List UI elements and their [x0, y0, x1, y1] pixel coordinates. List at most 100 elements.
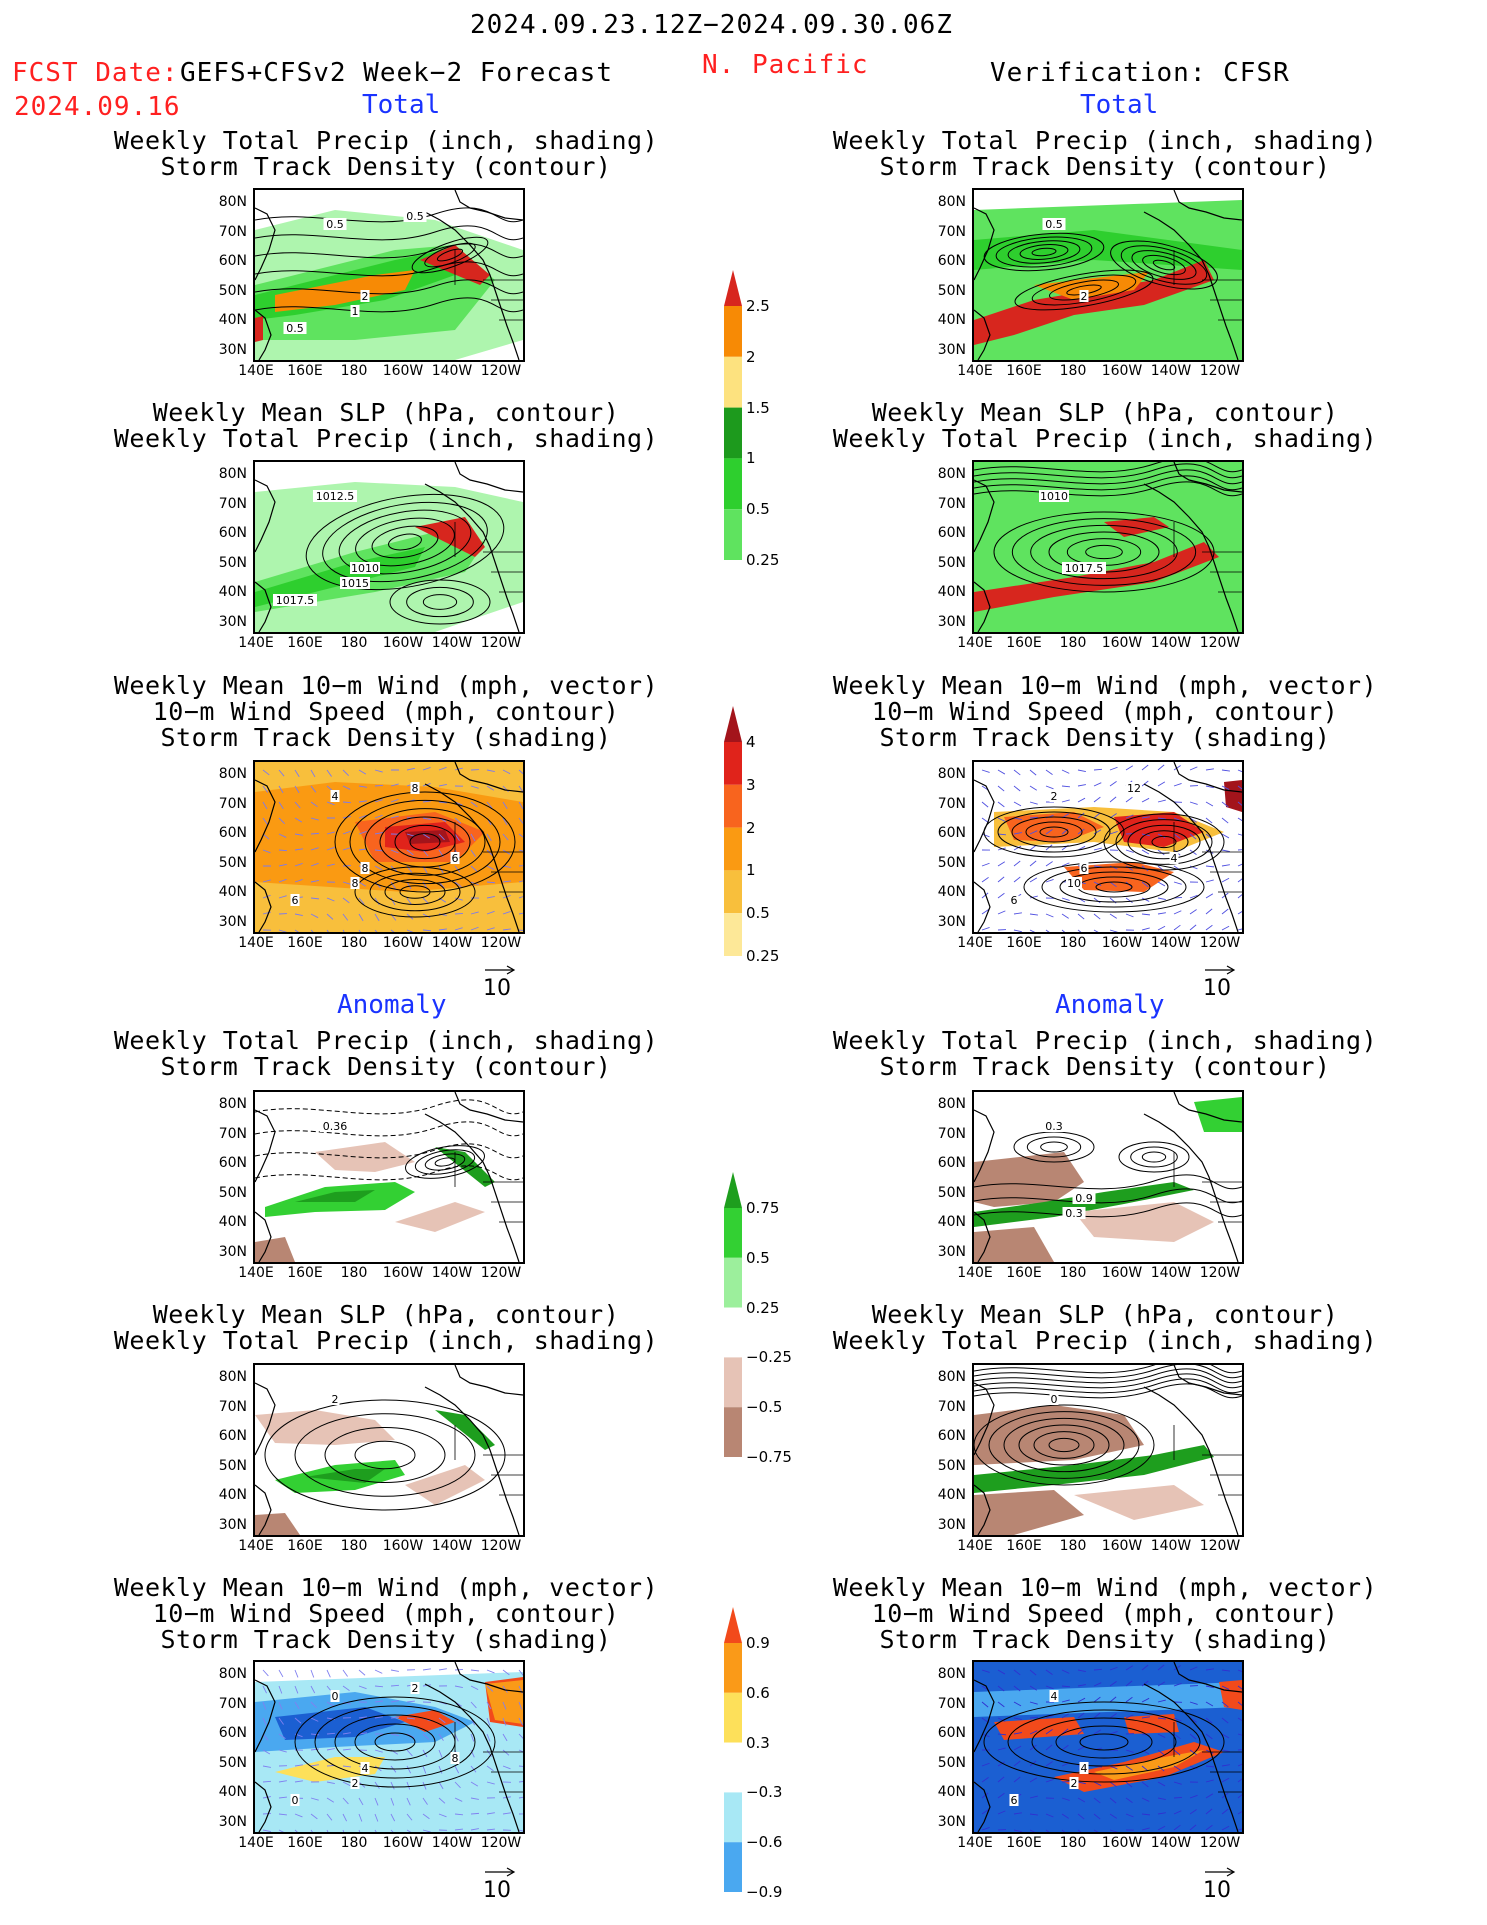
wind-vector — [326, 1797, 335, 1803]
wind-vector — [310, 880, 319, 883]
x-tick-label: 160E — [287, 1835, 323, 1851]
wind-vector — [454, 1685, 463, 1689]
wind-vector — [278, 1669, 284, 1678]
contour-label: 0.5 — [326, 218, 344, 231]
wind-vector — [422, 800, 431, 803]
x-tick-label: 140W — [431, 1835, 473, 1851]
contour-line — [1030, 524, 1178, 580]
wind-vector — [358, 1669, 366, 1676]
wind-vector — [1141, 1716, 1150, 1719]
wind-vector — [1221, 1764, 1230, 1767]
storm-anom-strong-neg — [275, 1707, 405, 1740]
wind-vector — [1045, 785, 1054, 790]
wind-vector — [1013, 876, 1021, 883]
wind-vector — [342, 1797, 349, 1805]
wind-vector — [1093, 829, 1102, 835]
x-tick-label: 160W — [382, 935, 424, 951]
wind-vector — [342, 881, 351, 885]
contour-line — [384, 879, 446, 905]
x-tick-label: 180 — [1059, 363, 1087, 379]
wind-vector — [1061, 913, 1069, 919]
x-tick-label: 140W — [1150, 1538, 1192, 1554]
wind-vector — [422, 1829, 431, 1832]
y-tick-label: 80N — [937, 194, 966, 210]
contour-line — [1120, 245, 1208, 285]
wind-vector — [262, 801, 268, 810]
wind-vector — [1189, 1666, 1198, 1671]
wind-vector — [438, 928, 447, 931]
wind-vector — [1221, 1825, 1230, 1831]
wind-vector — [294, 879, 303, 883]
wind-vector — [438, 1668, 447, 1671]
contour-line — [974, 1365, 1242, 1379]
y-tick-label: 60N — [218, 525, 247, 541]
wind-vector — [1141, 1749, 1150, 1755]
wind-vector — [1125, 1680, 1133, 1687]
x-tick-label: 140W — [431, 635, 473, 651]
x-tick-label: 160E — [287, 935, 323, 951]
wind-vector — [1125, 1696, 1133, 1703]
contour-label: 1 — [352, 305, 359, 318]
wind-vector — [406, 929, 414, 932]
x-tick-label: 140W — [431, 363, 473, 379]
y-tick-label: 30N — [937, 613, 966, 630]
x-tick-label: 160E — [1006, 635, 1042, 651]
wind-vector — [997, 1717, 1006, 1722]
wind-vector — [1157, 1717, 1166, 1720]
colorbar-segment — [724, 1257, 742, 1308]
precip-anom-neg-strong — [974, 1152, 1084, 1207]
precip-anom-pos-strong — [974, 1182, 1194, 1227]
vector-reference: 10 — [483, 964, 517, 1001]
x-tick-label: 140E — [238, 1265, 274, 1281]
contour-line — [322, 501, 488, 583]
wind-vector — [278, 895, 287, 899]
wind-vector — [1125, 897, 1133, 904]
wind-vector — [470, 1669, 479, 1672]
wind-vector — [1061, 1797, 1070, 1801]
x-tick-label: 160E — [1006, 1538, 1042, 1554]
wind-vector — [981, 877, 989, 883]
contour-label: 0.3 — [1065, 1207, 1083, 1220]
wind-vector — [1045, 1729, 1053, 1735]
panel-title-precip-storm-anom-fcst: Weekly Total Precip (inch, shading) Storm… — [113, 1026, 659, 1081]
y-tick-label: 40N — [937, 584, 966, 600]
wind-vector — [1173, 783, 1182, 787]
contour-line — [974, 1383, 1242, 1399]
colorbar-segment — [724, 1607, 742, 1643]
wind-vector — [390, 798, 399, 803]
colorbar-segment — [724, 706, 742, 742]
y-tick-label: 40N — [218, 1214, 247, 1230]
wind-vector — [390, 1684, 400, 1687]
wind-vector — [502, 1749, 510, 1756]
wind-vector — [518, 912, 523, 915]
wind-vector — [278, 833, 287, 838]
wind-vector — [454, 817, 462, 824]
wind-vector — [1093, 1668, 1103, 1671]
colorbar-label: 0.25 — [746, 1298, 780, 1317]
wind-vector — [1237, 785, 1242, 790]
panel-title-wind-storm-total-obs: Weekly Mean 10−m Wind (mph, vector) 10−m … — [832, 671, 1378, 752]
precip-2_5in — [415, 517, 485, 557]
wind-vector — [1237, 1763, 1242, 1767]
wind-vector — [326, 769, 332, 777]
y-tick-label: 30N — [218, 1516, 247, 1533]
y-tick-label: 40N — [937, 884, 966, 900]
wind-vector — [1141, 797, 1150, 803]
wind-vector — [1173, 910, 1182, 915]
wind-vector — [310, 1717, 319, 1722]
wind-vector — [1189, 1749, 1197, 1756]
contour-line — [974, 1174, 1242, 1190]
colorbar-label: 0.25 — [746, 551, 780, 569]
contour-label: 0.5 — [286, 322, 304, 335]
wind-vector — [454, 1797, 463, 1802]
wind-vector — [1029, 801, 1038, 805]
contour-line — [1059, 871, 1169, 903]
colorbar-segment — [724, 1792, 742, 1843]
wind-vector — [502, 928, 511, 931]
wind-vector — [1093, 1696, 1101, 1703]
wind-vector — [1205, 924, 1213, 931]
panel-title-slp-precip-anom-obs: Weekly Mean SLP (hPa, contour) Weekly Tot… — [832, 1300, 1378, 1355]
wind-vector — [326, 1701, 335, 1707]
wind-vector — [1045, 913, 1054, 918]
wind-vector — [1141, 764, 1149, 771]
